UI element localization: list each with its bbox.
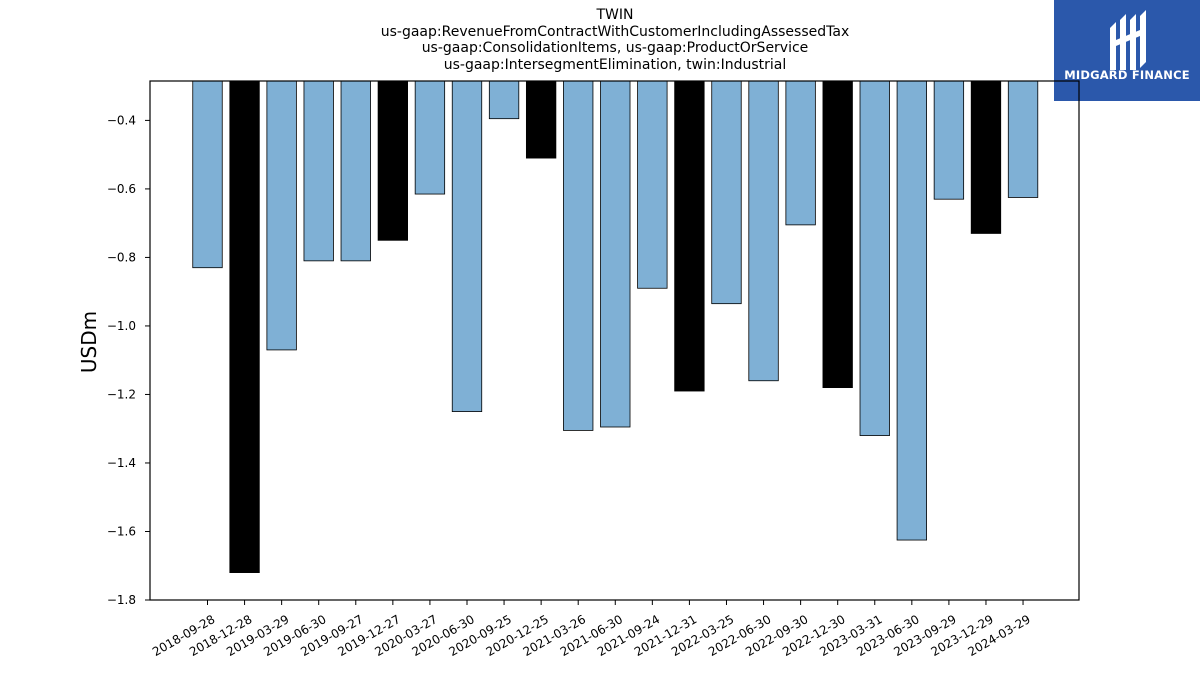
bar-2018-09-28 [192,80,223,269]
y-tick-label: −1.8 [107,593,136,607]
x-axis: 2018-09-282018-12-282019-03-292019-06-30… [150,600,1033,659]
bar-2020-09-25 [488,80,520,120]
bar-2023-06-30 [896,80,927,541]
title-line-4: us-gaap:IntersegmentElimination, twin:In… [443,56,787,73]
bar-2020-12-25 [525,80,557,159]
logo-mark-icon [1110,10,1146,70]
y-tick-label: −1.2 [107,387,136,401]
bar-2021-12-31 [674,80,705,392]
bar-2021-06-30 [600,80,631,428]
midgard-finance-logo: MIDGARD FINANCE [1054,0,1200,101]
bar-2019-09-27 [340,80,371,262]
y-tick-label: −1.4 [107,456,136,470]
y-tick-label: −1.0 [107,319,136,333]
bar-2020-03-27 [414,80,446,195]
bar-2022-03-25 [711,80,742,305]
bar-2023-03-31 [859,80,890,436]
bar-2019-12-27 [377,80,409,241]
bar-2018-12-28 [229,80,260,573]
y-tick-label: −0.6 [107,182,136,196]
bar-2020-06-30 [451,80,483,412]
bar-2019-06-30 [303,80,334,262]
title-line-3: us-gaap:ConsolidationItems, us-gaap:Prod… [421,40,809,56]
bar-2023-09-29 [933,80,965,200]
plot-frame [149,80,1080,601]
bar-2022-12-30 [822,80,853,389]
y-tick-label: −0.4 [107,113,136,127]
title-line-1: TWIN [596,7,634,23]
y-axis-label: USDm [77,311,101,373]
title-line-2: us-gaap:RevenueFromContractWithCustomerI… [380,23,850,40]
bar-2023-12-29 [970,80,1002,234]
y-axis: −0.4 −0.6 −0.8 −1.0 −1.2 −1.4 −1.6 −1.8 [107,113,150,607]
bar-2024-03-29 [1007,80,1039,198]
y-tick-label: −1.6 [107,524,136,538]
bar-2021-03-26 [563,80,594,431]
bar-2022-06-30 [748,80,779,382]
logo-text: MIDGARD FINANCE [1064,68,1190,82]
y-tick-label: −0.8 [107,250,136,264]
bar-2021-09-24 [637,80,668,289]
bars-group [192,80,1039,573]
bar-2022-09-30 [785,80,816,226]
chart-title: TWIN us-gaap:RevenueFromContractWithCust… [265,7,965,73]
bar-2019-03-29 [266,80,297,351]
